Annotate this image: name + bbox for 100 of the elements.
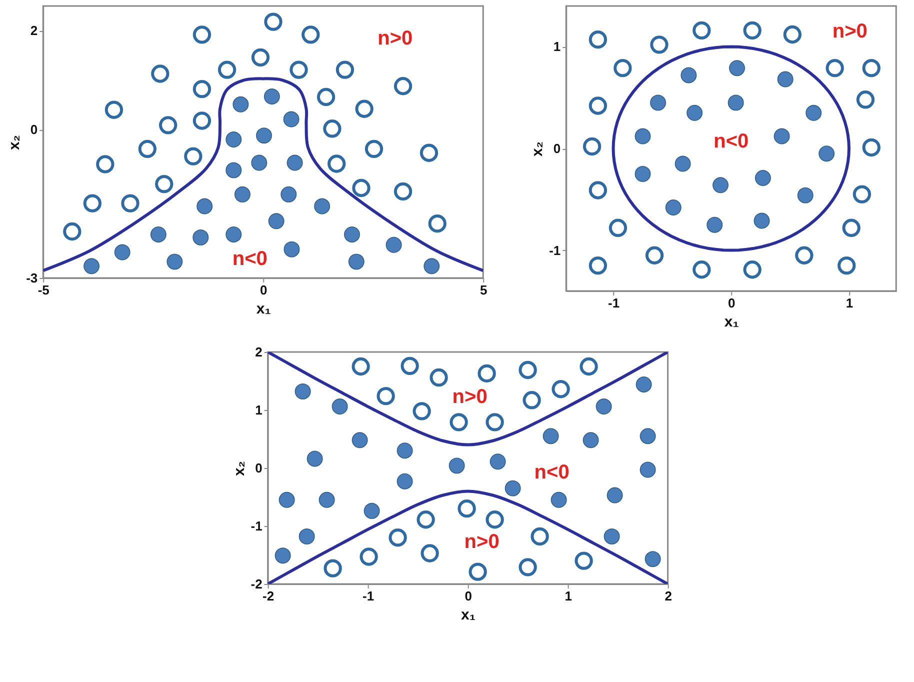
point — [842, 218, 860, 237]
point — [264, 12, 282, 31]
point — [192, 26, 212, 44]
point — [608, 218, 628, 237]
point — [268, 213, 284, 230]
point — [386, 236, 402, 253]
point — [862, 59, 880, 78]
point — [332, 398, 348, 414]
point — [324, 559, 342, 578]
point — [121, 194, 140, 212]
point — [376, 387, 395, 406]
point — [226, 162, 242, 178]
point — [314, 198, 330, 214]
point — [522, 391, 541, 410]
y-tick-label: -1 — [549, 242, 561, 258]
point — [729, 60, 745, 76]
annotation: n>0 — [378, 28, 413, 50]
x-tick-label: -5 — [38, 282, 50, 298]
point — [674, 156, 691, 172]
point — [424, 258, 440, 274]
point — [364, 502, 380, 519]
point — [196, 198, 213, 214]
point — [138, 140, 156, 158]
point — [486, 510, 504, 529]
point — [504, 480, 521, 496]
point — [316, 88, 336, 106]
point — [478, 364, 496, 383]
point — [650, 94, 666, 111]
point — [306, 450, 323, 467]
point — [352, 357, 370, 376]
point — [420, 144, 438, 162]
point — [396, 473, 413, 490]
point — [777, 71, 794, 88]
point — [518, 558, 537, 576]
point — [530, 527, 549, 546]
x-tick-label: 1 — [564, 588, 572, 604]
point — [286, 154, 303, 171]
annotation: n>0 — [464, 531, 500, 554]
y-tick-label: -2 — [250, 576, 262, 592]
point — [645, 246, 664, 264]
point — [588, 181, 608, 200]
point — [650, 36, 668, 54]
point — [251, 154, 268, 171]
point — [388, 528, 407, 547]
point — [743, 260, 762, 279]
point — [574, 552, 593, 570]
point — [640, 428, 656, 444]
point — [63, 222, 82, 241]
y-axis-title: x₂ — [230, 460, 248, 476]
point — [588, 30, 608, 49]
y-tick-label: 0 — [30, 122, 38, 138]
point — [680, 67, 697, 84]
point — [728, 94, 744, 111]
point — [226, 132, 242, 148]
point — [450, 413, 468, 432]
point — [104, 100, 124, 119]
x-axis-title: x₁ — [724, 314, 739, 330]
point — [151, 64, 170, 83]
point — [852, 185, 872, 204]
point — [448, 458, 465, 474]
point — [580, 357, 598, 376]
point — [542, 428, 559, 444]
point — [355, 100, 374, 118]
point — [818, 146, 835, 162]
y-axis-title: x₂ — [529, 141, 546, 157]
point — [614, 59, 632, 78]
point — [550, 492, 567, 508]
point — [400, 356, 419, 375]
point — [150, 226, 166, 242]
point — [412, 402, 431, 420]
point — [264, 88, 280, 104]
point — [692, 21, 711, 40]
point — [278, 492, 295, 508]
y-tick-label: 2 — [255, 344, 262, 360]
point — [218, 60, 236, 79]
line-series — [268, 352, 668, 446]
point — [636, 376, 652, 392]
point — [486, 413, 504, 432]
point — [394, 77, 412, 96]
annotation: n<0 — [534, 462, 570, 484]
x-tick-label: 2 — [664, 588, 672, 604]
point — [192, 80, 212, 98]
point — [302, 26, 320, 44]
point — [284, 241, 300, 258]
point — [184, 147, 202, 166]
point — [226, 226, 242, 242]
point — [155, 174, 174, 194]
point — [256, 128, 272, 144]
point — [323, 120, 342, 138]
point — [159, 116, 178, 134]
point — [582, 432, 599, 448]
point — [298, 528, 315, 544]
point — [318, 492, 335, 508]
point — [166, 254, 183, 270]
point — [251, 48, 270, 66]
x-tick-label: 0 — [464, 588, 472, 604]
point — [490, 454, 506, 470]
point — [232, 96, 249, 112]
annotation: n>0 — [452, 386, 488, 408]
point — [468, 562, 487, 581]
